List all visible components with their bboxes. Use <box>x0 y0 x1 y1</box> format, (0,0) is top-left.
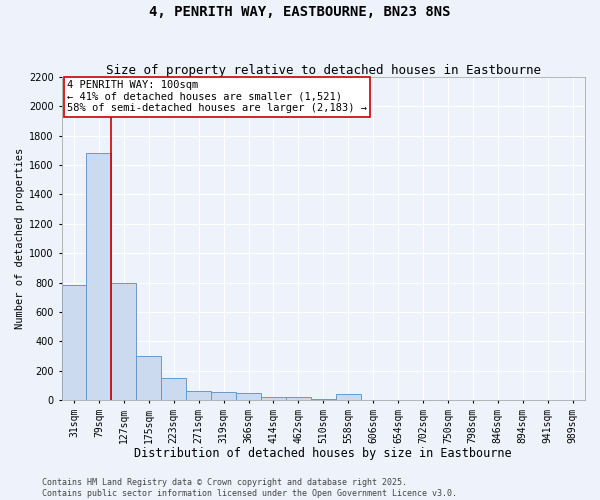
Text: 4, PENRITH WAY, EASTBOURNE, BN23 8NS: 4, PENRITH WAY, EASTBOURNE, BN23 8NS <box>149 5 451 19</box>
Bar <box>186 391 211 400</box>
Bar <box>112 282 136 400</box>
Bar <box>86 154 112 400</box>
Y-axis label: Number of detached properties: Number of detached properties <box>15 148 25 329</box>
Text: Contains HM Land Registry data © Crown copyright and database right 2025.
Contai: Contains HM Land Registry data © Crown c… <box>42 478 457 498</box>
Bar <box>311 399 336 400</box>
Text: 4 PENRITH WAY: 100sqm
← 41% of detached houses are smaller (1,521)
58% of semi-d: 4 PENRITH WAY: 100sqm ← 41% of detached … <box>67 80 367 114</box>
Bar <box>161 378 186 400</box>
Bar <box>62 286 86 400</box>
Bar <box>236 394 261 400</box>
Title: Size of property relative to detached houses in Eastbourne: Size of property relative to detached ho… <box>106 64 541 77</box>
Bar <box>261 397 286 400</box>
Bar <box>136 356 161 400</box>
Bar <box>211 392 236 400</box>
X-axis label: Distribution of detached houses by size in Eastbourne: Distribution of detached houses by size … <box>134 447 512 460</box>
Bar <box>336 394 361 400</box>
Bar <box>286 398 311 400</box>
